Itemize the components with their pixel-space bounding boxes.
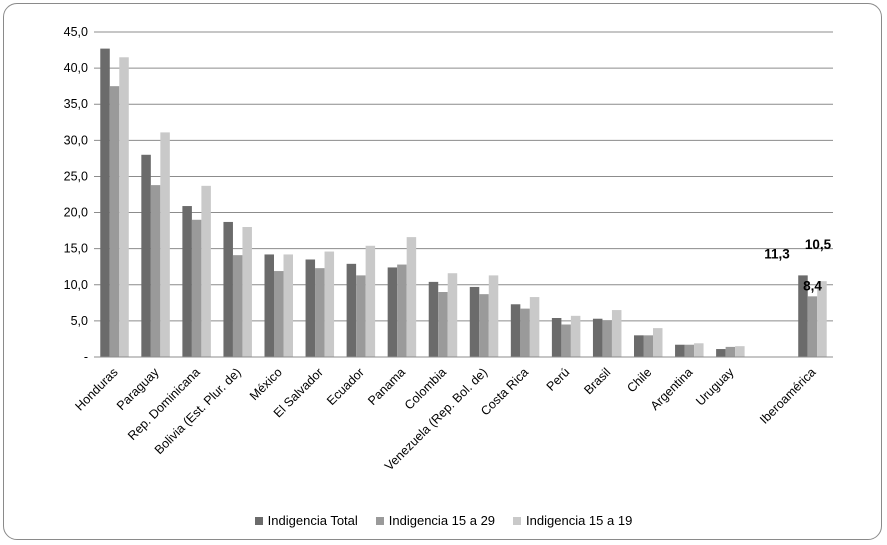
bar — [488, 275, 499, 357]
data-label: 11,3 — [764, 246, 790, 261]
bar — [365, 245, 376, 357]
bar — [694, 343, 704, 357]
legend: Indigencia Total Indigencia 15 a 29 Indige… — [0, 513, 887, 528]
bar — [100, 48, 110, 357]
y-tick-label: 45,0 — [64, 25, 88, 39]
bar — [283, 254, 293, 357]
bar — [264, 254, 274, 357]
legend-label: Indigencia 15 a 19 — [526, 513, 633, 528]
bar — [315, 268, 325, 357]
bar — [201, 185, 211, 357]
legend-label: Indigencia 15 a 29 — [388, 513, 496, 528]
bar — [469, 286, 480, 357]
bar — [324, 251, 335, 357]
bar — [387, 267, 398, 357]
bar — [653, 328, 663, 357]
bar — [305, 259, 316, 357]
bar — [223, 221, 233, 357]
category-label: Perú — [544, 365, 573, 394]
bar — [119, 57, 129, 358]
bar — [479, 294, 489, 357]
legend-item: Indigencia 15 a 19 — [513, 513, 632, 528]
bars — [100, 48, 827, 358]
legend-swatch — [513, 516, 522, 525]
y-tick-label: 25,0 — [64, 169, 88, 183]
y-tick-label: 20,0 — [64, 206, 88, 220]
category-label: Iberoamérica — [757, 365, 819, 427]
y-axis-ticks: - 5,0 10,0 15,0 20,0 25,0 30,0 35,0 40,0 45,0 — [64, 25, 88, 364]
y-tick-label: 35,0 — [64, 97, 88, 111]
bar — [675, 344, 685, 357]
bar — [592, 318, 603, 357]
y-tick-label: 10,0 — [64, 278, 88, 292]
bar — [160, 132, 170, 357]
legend-swatch — [375, 516, 384, 525]
bar — [406, 237, 417, 357]
bar — [109, 86, 120, 358]
category-label: Rep. Dominicana — [125, 365, 203, 443]
bar — [634, 335, 644, 357]
legend-item: Indigencia 15 a 29 — [375, 513, 496, 528]
bar — [611, 310, 622, 357]
bar — [716, 349, 726, 357]
category-label: Argentina — [648, 365, 696, 413]
bar — [428, 281, 439, 357]
bar — [725, 346, 736, 357]
bar — [798, 275, 808, 357]
bar — [397, 264, 407, 357]
bar — [141, 154, 151, 357]
bar — [182, 206, 192, 357]
bar — [242, 227, 252, 357]
category-label: Uruguay — [693, 365, 737, 409]
bar — [643, 335, 653, 357]
y-tick-label: - — [84, 350, 88, 364]
category-label: Brasil — [581, 365, 613, 397]
bar — [817, 281, 827, 357]
category-label: Honduras — [72, 365, 120, 413]
bar — [438, 292, 448, 357]
bar — [684, 344, 695, 357]
legend-label: Indigencia Total — [267, 513, 358, 528]
bar — [735, 346, 745, 357]
bar — [551, 318, 562, 357]
bar — [191, 219, 202, 357]
category-label: Chile — [624, 365, 654, 395]
bar — [807, 296, 818, 357]
data-label: 10,5 — [805, 237, 832, 252]
gridlines — [94, 31, 833, 322]
category-label: México — [247, 365, 285, 403]
bar — [561, 324, 571, 357]
bar — [346, 263, 357, 357]
bar — [356, 275, 366, 357]
bar — [602, 320, 612, 357]
bar — [520, 308, 530, 357]
y-tick-label: 5,0 — [71, 314, 88, 328]
bar — [510, 304, 521, 357]
y-tick-label: 40,0 — [64, 61, 88, 75]
legend-item: Indigencia Total — [254, 513, 358, 528]
bar — [232, 255, 243, 357]
bar — [150, 185, 161, 357]
bar — [570, 315, 581, 357]
data-label: 8,4 — [803, 278, 822, 293]
data-labels: 11,3 8,4 10,5 — [764, 237, 831, 293]
category-label: Ecuador — [324, 365, 367, 408]
bar — [274, 271, 284, 357]
y-tick-label: 15,0 — [64, 242, 88, 256]
bar — [529, 297, 540, 357]
y-tick-label: 30,0 — [64, 133, 88, 147]
bar — [447, 273, 458, 357]
legend-swatch — [254, 516, 263, 525]
